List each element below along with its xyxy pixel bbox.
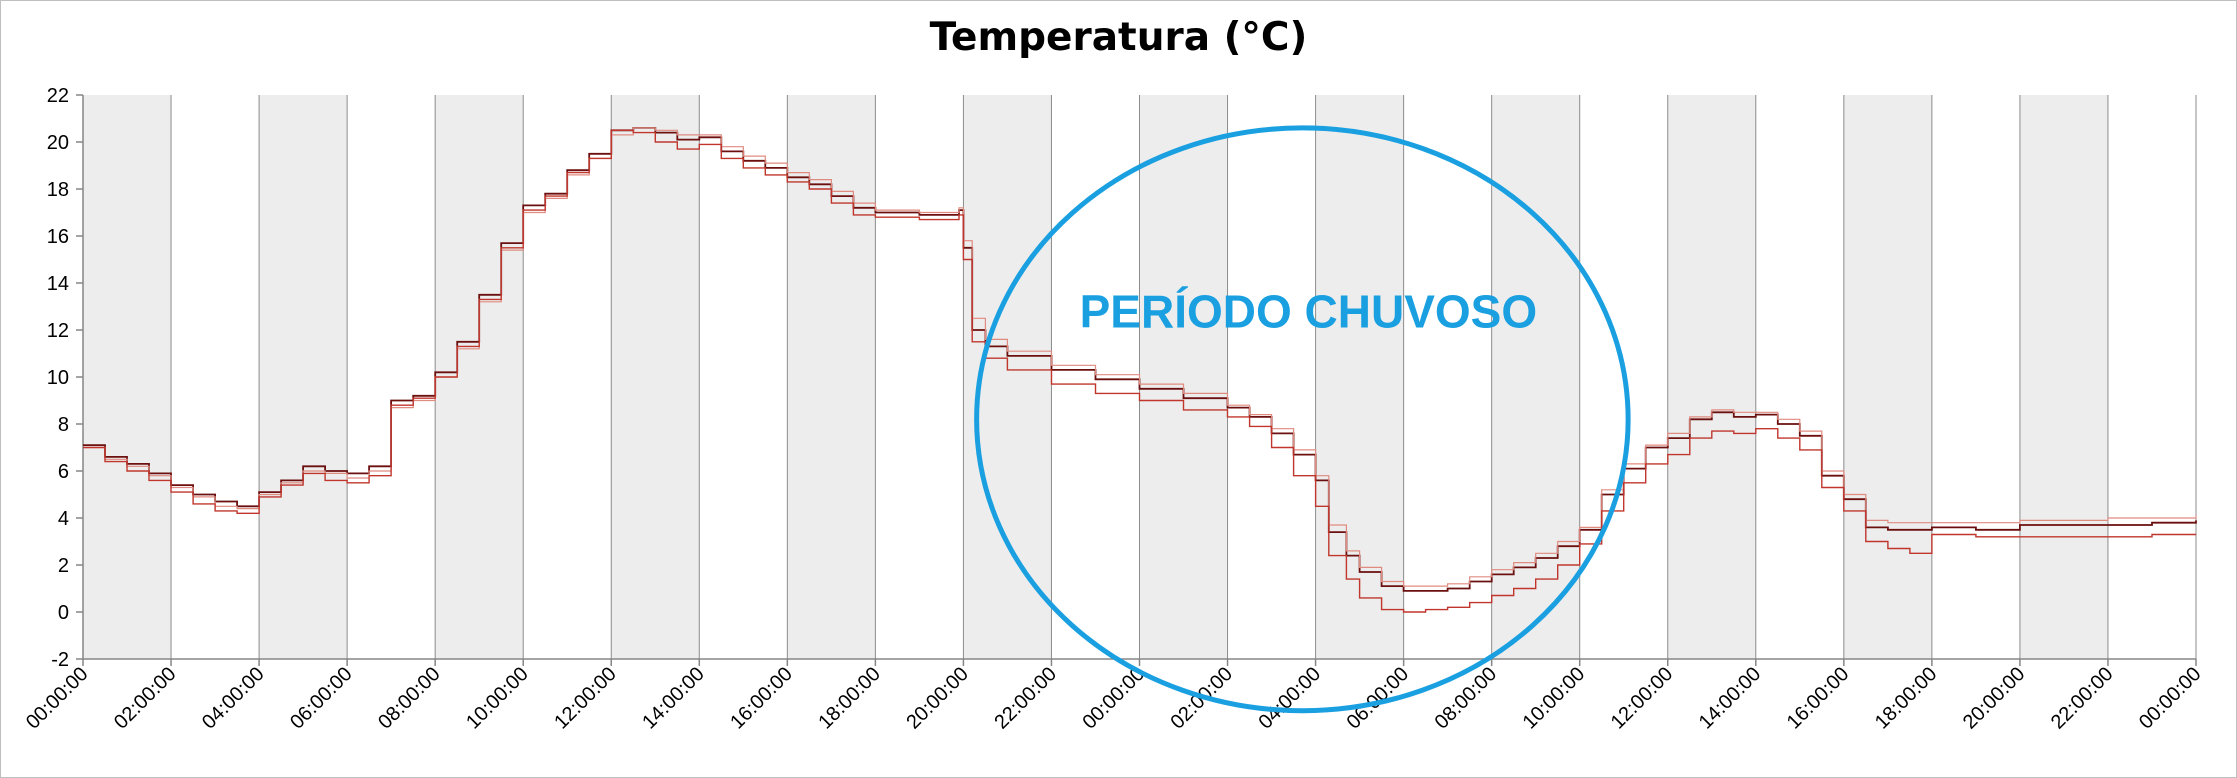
x-tick-label: 20:00:00	[1959, 663, 2030, 734]
x-tick-label: 02:00:00	[110, 663, 181, 734]
series-lines	[83, 127, 2197, 613]
shaded-band	[611, 95, 700, 659]
series-line-3	[83, 129, 2196, 613]
annotation-ellipse	[974, 125, 1631, 714]
x-tick-label: 14:00:00	[1695, 663, 1766, 734]
x-tick-label: 08:00:00	[374, 663, 445, 734]
shaded-band	[1667, 95, 1756, 659]
y-tick-label: 6	[58, 461, 69, 483]
x-tick-label: 12:00:00	[550, 663, 621, 734]
shaded-band	[2019, 95, 2108, 659]
x-tick-label: 00:00:00	[22, 663, 93, 734]
shaded-band	[259, 95, 348, 659]
x-tick-label: 04:00:00	[1255, 663, 1326, 734]
shaded-bands	[83, 95, 2108, 659]
y-tick-label: 2	[58, 555, 69, 577]
x-tick-label: 18:00:00	[1871, 663, 1942, 734]
y-tick-label: 16	[47, 226, 69, 248]
y-tick-label: 18	[47, 179, 69, 201]
y-tick-label: 22	[47, 85, 69, 107]
y-tick-label: 12	[47, 320, 69, 342]
x-tick-label: 16:00:00	[726, 663, 797, 734]
x-tick-label: 10:00:00	[462, 663, 533, 734]
y-tick-label: -2	[51, 649, 69, 671]
x-tick-label: 06:00:00	[286, 663, 357, 734]
x-tick-label: 18:00:00	[814, 663, 885, 734]
y-tick-label: 14	[47, 273, 69, 295]
y-tick-label: 0	[58, 602, 69, 624]
shaded-band	[963, 95, 1052, 659]
annotation: PERÍODO CHUVOSO	[974, 125, 1631, 714]
x-tick-label: 00:00:00	[2135, 663, 2206, 734]
y-tick-label: 8	[58, 414, 69, 436]
y-tick-label: 20	[47, 132, 69, 154]
chart-title: Temperatura (°C)	[929, 15, 1308, 60]
y-tick-label: 10	[47, 367, 69, 389]
x-tick-label: 20:00:00	[902, 663, 973, 734]
y-tick-label: 4	[58, 508, 69, 530]
x-tick-label: 14:00:00	[638, 663, 709, 734]
shaded-band	[1139, 95, 1228, 659]
x-tick-label: 10:00:00	[1519, 663, 1590, 734]
x-tick-label: 16:00:00	[1783, 663, 1854, 734]
shaded-band	[1843, 95, 1932, 659]
x-tick-label: 22:00:00	[2047, 663, 2118, 734]
x-tick-label: 12:00:00	[1607, 663, 1678, 734]
shaded-band	[83, 95, 172, 659]
x-tick-label: 04:00:00	[198, 663, 269, 734]
shaded-band	[1315, 95, 1404, 659]
annotation-label: PERÍODO CHUVOSO	[1080, 286, 1538, 338]
x-tick-label: 22:00:00	[990, 663, 1061, 734]
